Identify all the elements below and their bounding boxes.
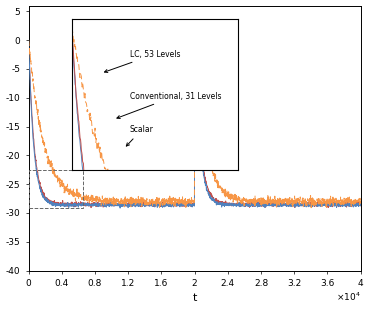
Text: $\times10^4$: $\times10^4$	[336, 290, 361, 303]
X-axis label: t: t	[193, 294, 197, 303]
